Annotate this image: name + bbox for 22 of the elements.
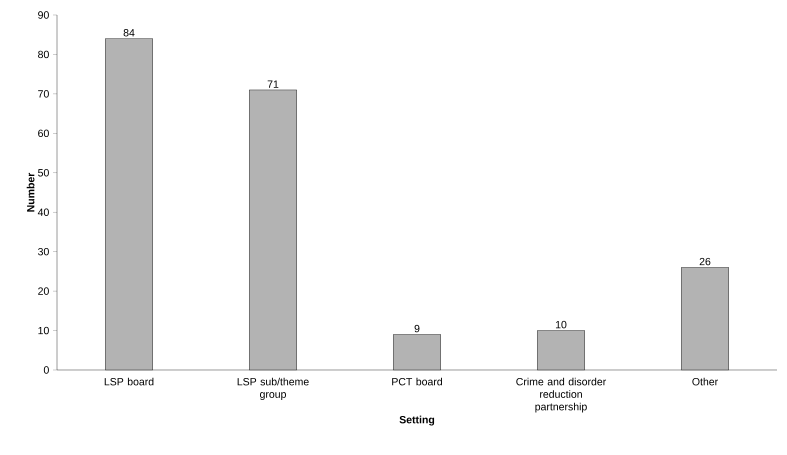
data-label: 84: [124, 29, 135, 36]
x-axis-title: Setting: [400, 416, 434, 426]
x-tick-label: LSP board: [104, 378, 154, 386]
x-tick-label: PCT board: [392, 378, 442, 386]
x-tick-label: Other: [692, 378, 718, 386]
data-label: 71: [268, 80, 278, 88]
y-tick-label: 90: [38, 11, 49, 19]
y-tick-label: 10: [38, 326, 49, 334]
y-tick-label: 30: [38, 248, 49, 256]
y-tick-label: 40: [38, 208, 49, 216]
y-tick-label: 60: [38, 130, 49, 138]
y-tick-label: 50: [38, 169, 49, 176]
y-tick-label: 80: [38, 50, 49, 58]
x-tick-label: Crime and disorder reduction partnership: [516, 378, 606, 412]
data-label: 9: [414, 324, 420, 332]
y-tick-label: 70: [38, 90, 49, 98]
data-label: 10: [556, 320, 566, 328]
y-tick-label: 20: [38, 287, 49, 295]
x-tick-label: LSP sub/theme group: [238, 378, 309, 400]
y-tick-label: 0: [44, 366, 49, 374]
data-label: 26: [700, 258, 710, 266]
y-axis-title: Number: [26, 172, 34, 212]
